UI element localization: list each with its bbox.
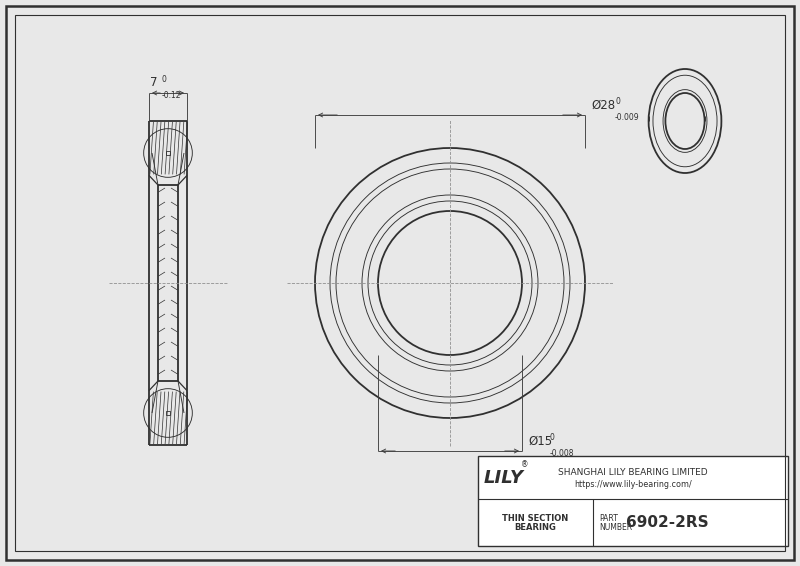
Bar: [166, 411, 170, 415]
Text: Ø28: Ø28: [591, 99, 615, 112]
Bar: [166, 151, 170, 155]
Text: -0.12: -0.12: [162, 91, 182, 100]
Text: LILY: LILY: [484, 469, 524, 487]
Text: BEARING: BEARING: [514, 522, 556, 531]
Text: -0.008: -0.008: [550, 449, 574, 458]
Text: PART: PART: [600, 513, 618, 522]
Text: https://www.lily-bearing.com/: https://www.lily-bearing.com/: [574, 480, 692, 489]
Text: 7: 7: [150, 76, 158, 89]
Text: Ø15: Ø15: [528, 435, 552, 448]
Text: 6902-2RS: 6902-2RS: [626, 515, 709, 530]
Text: 0: 0: [615, 97, 620, 106]
Text: THIN SECTION: THIN SECTION: [502, 513, 569, 522]
Text: ®: ®: [521, 461, 529, 470]
Text: 0: 0: [162, 75, 167, 84]
Text: -0.009: -0.009: [615, 113, 640, 122]
Text: SHANGHAI LILY BEARING LIMITED: SHANGHAI LILY BEARING LIMITED: [558, 468, 708, 477]
Bar: [478, 456, 788, 546]
Text: NUMBER: NUMBER: [600, 522, 633, 531]
Text: 0: 0: [550, 433, 555, 442]
